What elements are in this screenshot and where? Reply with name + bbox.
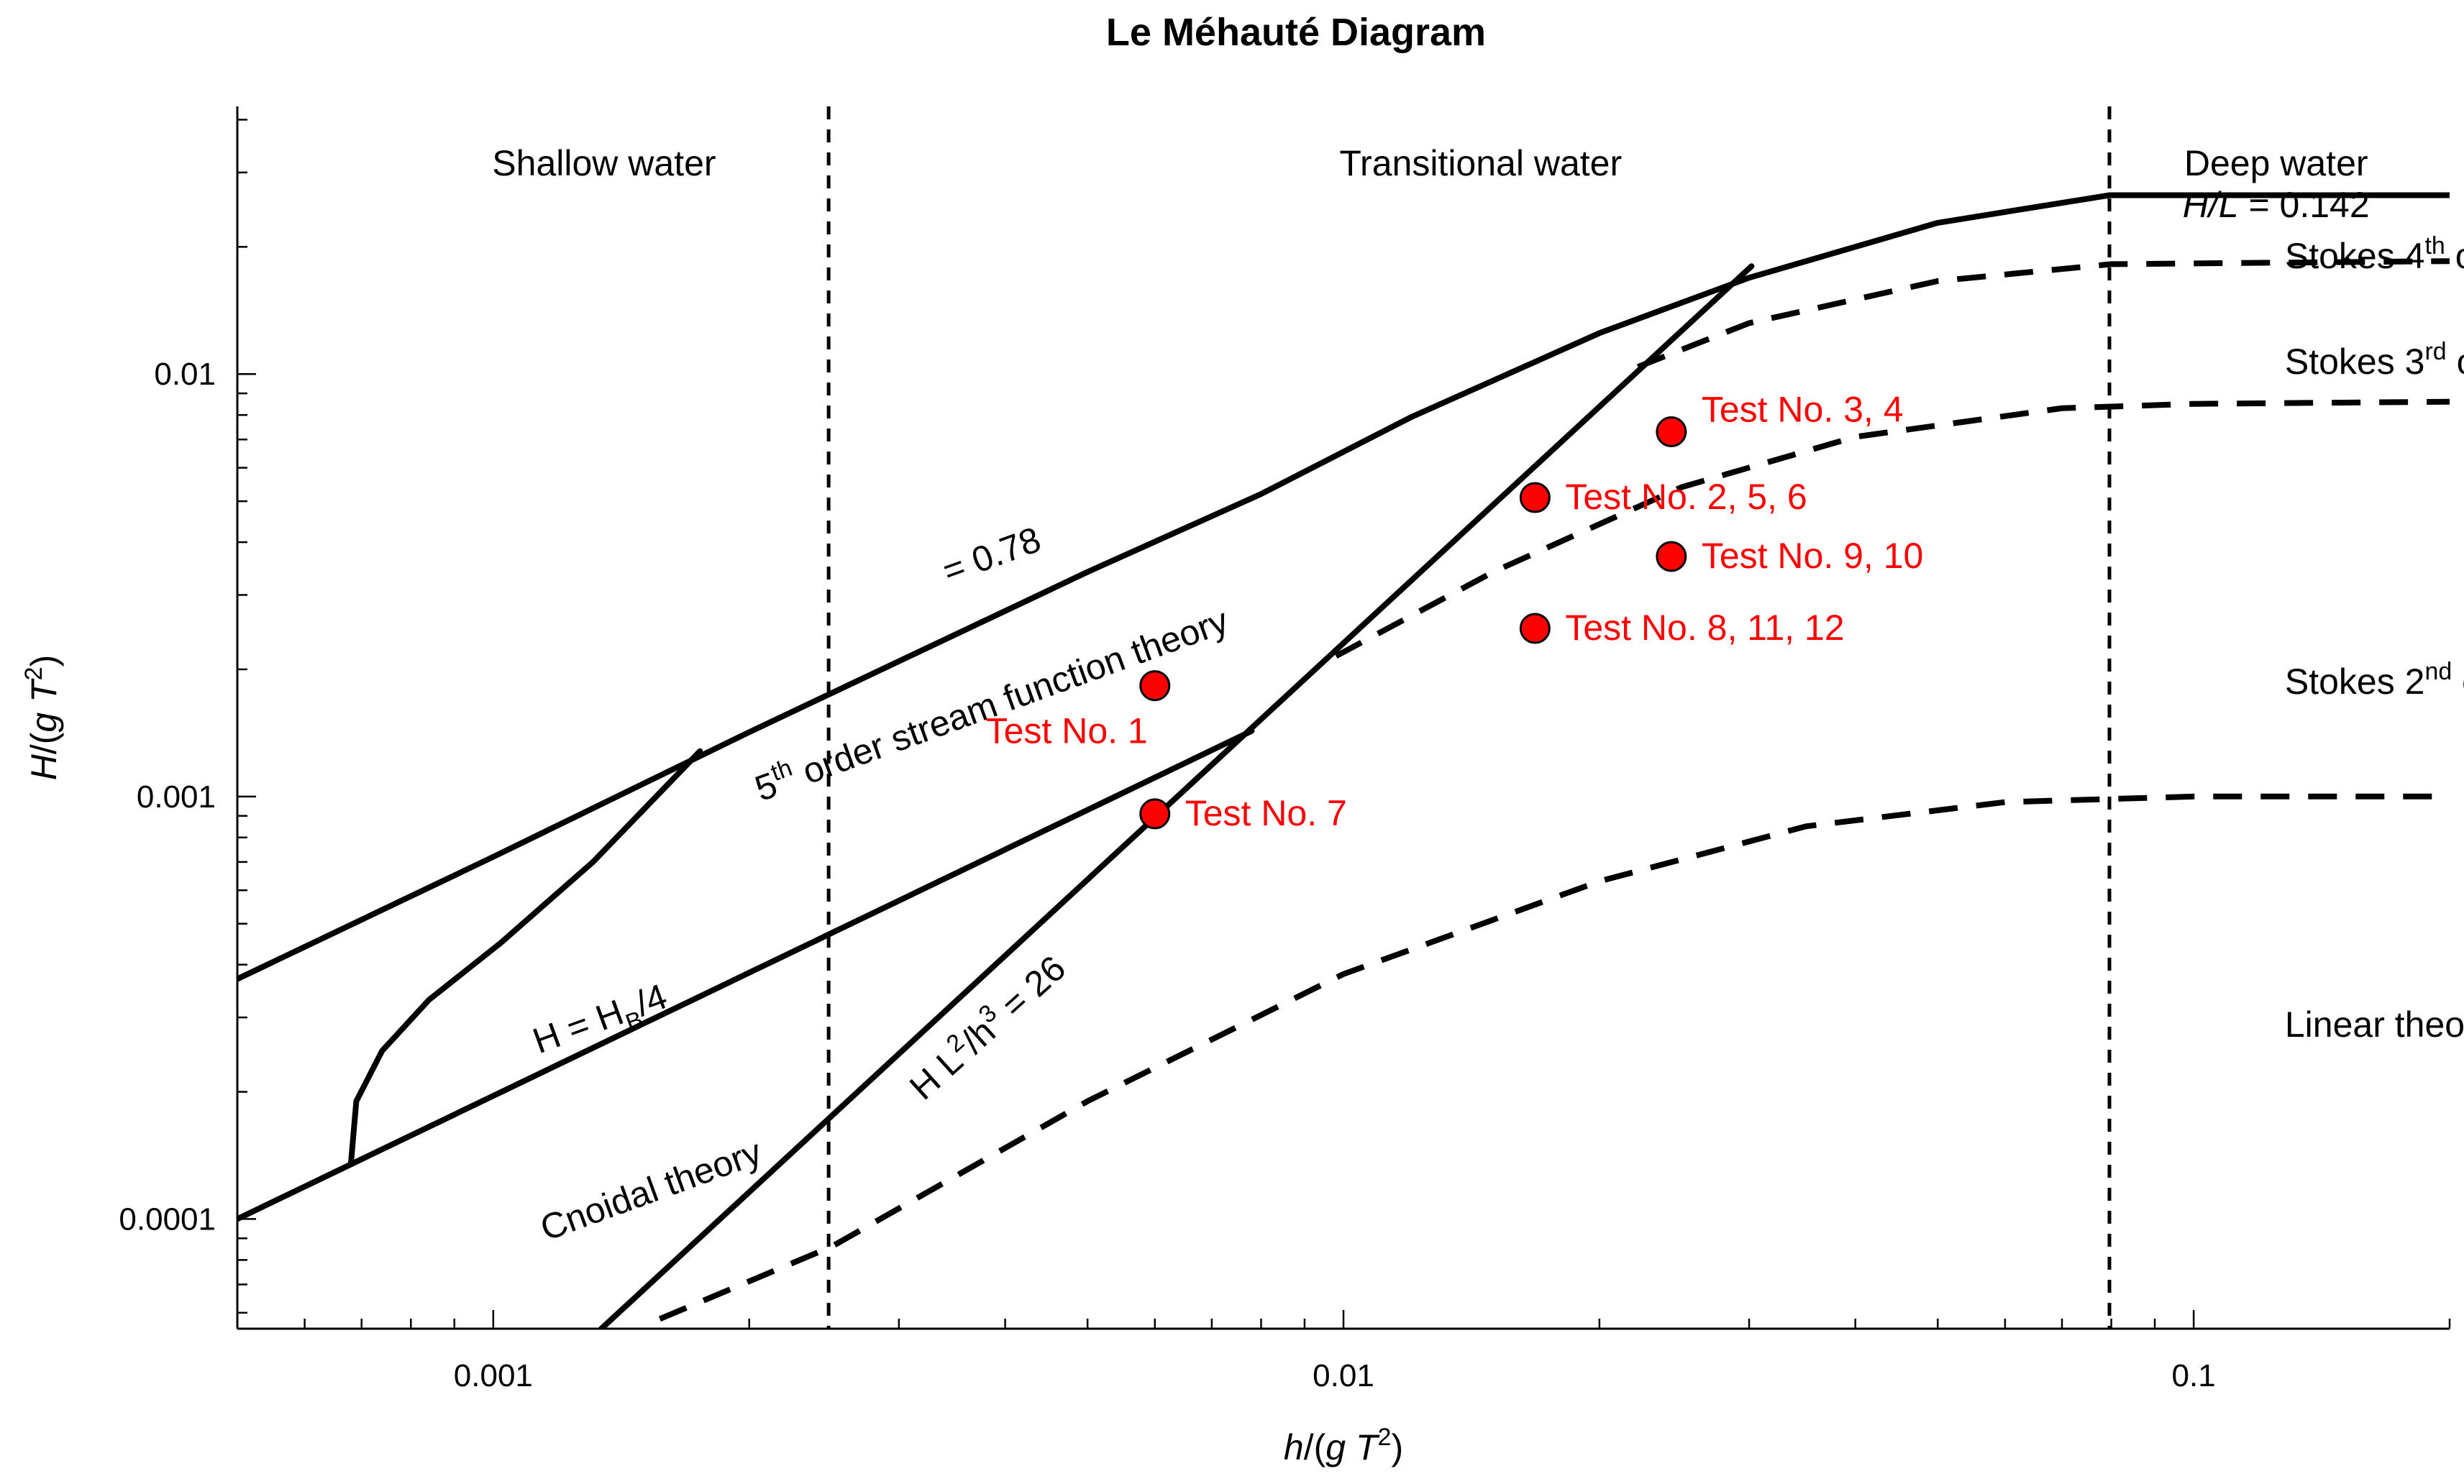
y-tick-label: 0.001 — [137, 779, 216, 815]
clipped-series — [237, 106, 2450, 1329]
test-point-label: Test No. 2, 5, 6 — [1565, 477, 1807, 517]
y-axis-title: H/(g T2) — [20, 655, 64, 781]
stokes-3rd-label: Stokes 3rd order — [2285, 338, 2464, 382]
stokes-2nd-label: Stokes 2nd order — [2285, 658, 2464, 702]
test-point-label: Test No. 1 — [986, 711, 1148, 751]
y-tick-label: 0.01 — [154, 357, 216, 392]
y-tick-label: 0.0001 — [119, 1201, 216, 1237]
test-point-label: Test No. 8, 11, 12 — [1565, 608, 1844, 648]
test-point[interactable] — [1656, 541, 1687, 572]
plot-background — [237, 106, 2450, 1329]
region-label: Deep water — [2184, 143, 2368, 183]
stokes-4th-label: Stokes 4th order — [2285, 232, 2464, 276]
cnoidal-limit-line — [347, 748, 703, 1167]
breaking-limit-line — [237, 192, 2450, 982]
stokes-4th-limit-line — [1636, 258, 2450, 370]
test-point-label: Test No. 7 — [1185, 793, 1347, 833]
axes-layer: 0.001 0.01 0.1 0.0001 0.001 0.01 h/(g T2) H/(g … — [20, 106, 2451, 1467]
ursell-26-line — [598, 263, 1755, 1329]
region-label: Shallow water — [492, 143, 716, 183]
region-label: Transitional water — [1339, 143, 1622, 183]
test-point-label: Test No. 9, 10 — [1702, 536, 1924, 576]
chart-title: Le Méhauté Diagram — [1106, 11, 1486, 54]
x-tick-label: 0.001 — [454, 1358, 533, 1393]
stokes-2nd-limit-line — [658, 793, 2450, 1322]
test-point-label: Test No. 3, 4 — [1702, 390, 1904, 430]
test-point[interactable] — [1139, 798, 1171, 830]
test-point[interactable] — [1519, 482, 1551, 513]
deep-limit-label: H/L = 0.142 — [2183, 185, 2370, 225]
x-axis-title: h/(g T2) — [1284, 1424, 1403, 1467]
stokes-3rd-limit-line — [1334, 398, 2450, 659]
test-point[interactable] — [1656, 416, 1687, 448]
x-tick-label: 0.01 — [1313, 1358, 1374, 1393]
x-tick-label: 0.1 — [2172, 1358, 2216, 1393]
plot-layer — [237, 106, 2450, 1329]
linear-label: Linear theory — [2285, 1004, 2464, 1045]
test-point[interactable] — [1519, 613, 1551, 644]
test-point[interactable] — [1139, 670, 1171, 702]
H-HB-4-line — [237, 728, 1255, 1222]
